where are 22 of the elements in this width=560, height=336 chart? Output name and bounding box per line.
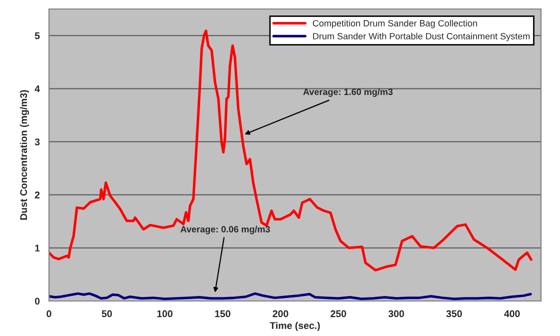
y-tick-label: 1	[35, 244, 40, 252]
x-tick-label: 300	[388, 310, 404, 318]
legend-label: Competition Drum Sander Bag Collection	[312, 20, 477, 28]
x-tick-label: 350	[446, 310, 462, 318]
x-tick-label: 200	[272, 310, 288, 318]
x-tick-label: 150	[215, 310, 230, 318]
x-tick-label: 250	[330, 310, 346, 318]
y-tick-label: 4	[34, 85, 40, 92]
y-tick-label: 2	[34, 192, 40, 198]
annotation: Average: 1.60 mg/m3	[303, 88, 393, 97]
x-axis-title: Time (sec.)	[270, 322, 320, 331]
line-series	[49, 30, 532, 272]
x-tick-label: 100	[157, 310, 172, 318]
legend-label: Drum Sander With Portable Dust Containment System	[313, 32, 530, 42]
y-axis-title: Dust Concentration (mg/m3)	[20, 90, 30, 220]
x-tick-label: 50	[102, 310, 112, 318]
x-tick-label: 400	[504, 310, 520, 318]
x-tick-label: 0	[46, 310, 52, 318]
annotation: Average: 0.06 mg/m3	[180, 226, 270, 234]
y-tick-label: 3	[34, 138, 40, 146]
y-tick-label: 0	[34, 298, 40, 305]
y-tick-label: 5	[34, 32, 40, 40]
